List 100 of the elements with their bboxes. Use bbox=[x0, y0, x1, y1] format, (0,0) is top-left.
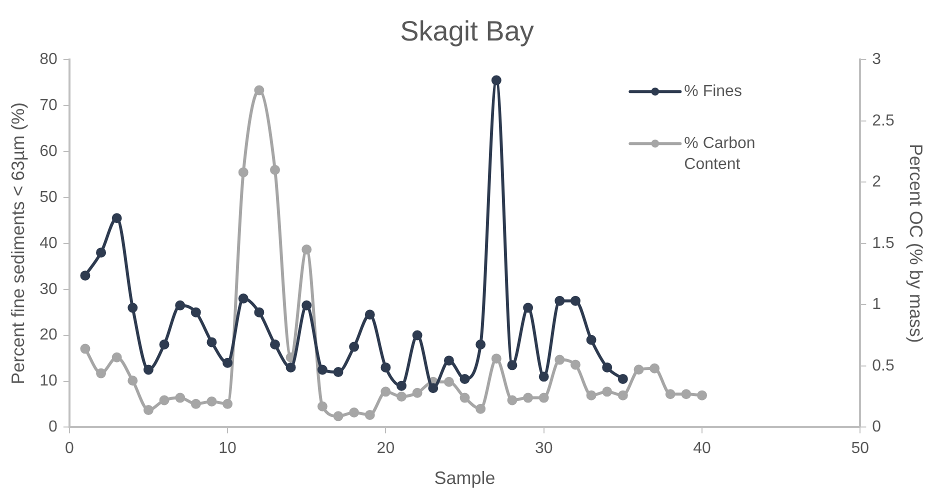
y-tick-label: 50 bbox=[40, 188, 58, 206]
x-tick-label: 30 bbox=[534, 440, 553, 458]
y-tick-label: 0 bbox=[48, 418, 58, 436]
y-tick-label: 20 bbox=[40, 326, 58, 344]
point bbox=[364, 310, 375, 320]
point bbox=[143, 364, 154, 375]
point bbox=[697, 390, 708, 400]
point bbox=[112, 213, 122, 224]
point bbox=[570, 296, 580, 306]
y-axis-title: Percent fine sediments < 63µm (%) bbox=[8, 102, 28, 384]
y2-tick-label: 1.5 bbox=[872, 234, 894, 252]
x-tick-label: 50 bbox=[851, 440, 870, 458]
point bbox=[507, 360, 518, 370]
point bbox=[333, 367, 344, 378]
point bbox=[507, 395, 518, 406]
point bbox=[460, 374, 470, 384]
point bbox=[554, 296, 565, 306]
point bbox=[476, 339, 486, 350]
point bbox=[586, 334, 596, 345]
point bbox=[112, 352, 122, 362]
y-tick-label: 70 bbox=[40, 96, 58, 114]
point bbox=[206, 337, 217, 348]
point bbox=[286, 362, 296, 372]
point bbox=[96, 368, 106, 378]
legend-label: % Fines bbox=[684, 83, 742, 100]
point bbox=[618, 374, 628, 384]
point bbox=[80, 270, 90, 281]
point bbox=[128, 302, 138, 313]
y2-tick-label: 2.5 bbox=[872, 112, 894, 130]
x-tick-label: 10 bbox=[218, 440, 237, 458]
point bbox=[143, 405, 154, 416]
point bbox=[159, 339, 170, 350]
point bbox=[634, 364, 644, 375]
point bbox=[222, 358, 233, 368]
x-tick-label: 0 bbox=[64, 440, 74, 458]
x-tick-label: 40 bbox=[693, 440, 712, 458]
point bbox=[238, 294, 248, 304]
y-tick-label: 10 bbox=[40, 372, 58, 390]
point bbox=[428, 383, 438, 394]
point bbox=[444, 376, 454, 387]
point bbox=[554, 354, 565, 365]
point bbox=[460, 392, 470, 403]
point bbox=[650, 363, 660, 374]
y2-tick-label: 0 bbox=[872, 418, 882, 436]
point bbox=[602, 386, 612, 397]
point bbox=[190, 307, 201, 318]
point bbox=[175, 300, 186, 310]
point bbox=[270, 339, 280, 350]
point bbox=[491, 75, 502, 86]
y-tick-label: 40 bbox=[40, 234, 58, 252]
point bbox=[190, 398, 201, 409]
point bbox=[254, 307, 264, 318]
x-axis-title: Sample bbox=[434, 468, 496, 488]
point bbox=[396, 380, 407, 391]
point bbox=[396, 392, 407, 402]
point bbox=[302, 244, 312, 255]
x-tick-label: 20 bbox=[376, 440, 395, 458]
y-tick-label: 30 bbox=[40, 280, 58, 298]
y2-tick-label: 1 bbox=[872, 296, 882, 314]
point bbox=[618, 390, 628, 400]
point bbox=[317, 364, 328, 375]
legend-label: % Carbon Content bbox=[684, 135, 756, 174]
point bbox=[159, 395, 170, 406]
point bbox=[238, 167, 248, 178]
y2-tick-label: 0.5 bbox=[872, 357, 894, 374]
point bbox=[586, 390, 596, 400]
point bbox=[602, 362, 612, 372]
point bbox=[270, 164, 280, 175]
point bbox=[681, 389, 692, 400]
y2-axis-title: Percent OC (% by mass) bbox=[906, 144, 926, 343]
point bbox=[80, 344, 90, 354]
point bbox=[412, 330, 422, 340]
point bbox=[380, 362, 391, 372]
point bbox=[476, 404, 486, 414]
chart-title: Skagit Bay bbox=[400, 16, 534, 47]
point bbox=[349, 342, 360, 352]
point bbox=[96, 248, 106, 258]
point bbox=[206, 396, 217, 406]
point bbox=[349, 407, 360, 418]
y2-tick-label: 2 bbox=[872, 174, 882, 191]
point bbox=[444, 356, 454, 366]
y-tick-label: 60 bbox=[40, 142, 58, 160]
point bbox=[333, 411, 344, 422]
point bbox=[523, 302, 534, 313]
point bbox=[364, 410, 375, 420]
point bbox=[254, 85, 264, 96]
point bbox=[175, 392, 186, 403]
point bbox=[412, 388, 422, 398]
point bbox=[302, 300, 312, 310]
point bbox=[523, 392, 534, 403]
point bbox=[128, 376, 138, 386]
point bbox=[570, 360, 580, 370]
point bbox=[491, 354, 502, 364]
y2-tick-label: 3 bbox=[872, 51, 882, 68]
point bbox=[538, 392, 549, 403]
point bbox=[317, 401, 328, 412]
point bbox=[538, 372, 549, 382]
y-tick-label: 80 bbox=[40, 51, 58, 68]
point bbox=[222, 398, 233, 409]
point bbox=[380, 386, 391, 397]
